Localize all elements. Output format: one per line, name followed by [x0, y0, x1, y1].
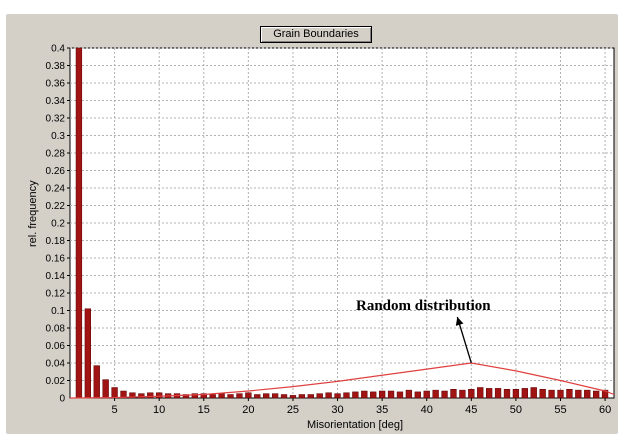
x-tick-label: 30	[331, 404, 343, 416]
bar	[387, 390, 395, 399]
bar	[280, 394, 288, 399]
bar	[209, 394, 216, 399]
random-distribution-line	[69, 362, 615, 399]
bar	[584, 389, 591, 399]
y-tick-label: 0.4	[51, 44, 65, 55]
x-tick-label: 45	[465, 404, 477, 416]
bar	[468, 389, 475, 399]
y-tick-label: 0.2	[51, 219, 65, 230]
y-tick-label: 0.02	[46, 376, 66, 387]
y-axis-label: rel. frequency	[27, 180, 39, 247]
bar	[352, 391, 359, 399]
bar	[530, 387, 537, 399]
x-tick-label: 40	[421, 404, 433, 416]
y-tick-label: 0	[59, 394, 65, 405]
x-axis-label: Misorientation [deg]	[307, 419, 403, 431]
bar	[441, 390, 448, 399]
bar	[120, 390, 127, 399]
bar	[494, 388, 502, 399]
y-tick-label: 0.16	[46, 254, 66, 265]
bar	[361, 390, 368, 399]
bar	[334, 393, 341, 399]
bar	[147, 392, 154, 399]
y-tick-label: 0.34	[46, 96, 66, 107]
bar	[129, 392, 136, 399]
x-tick-label: 50	[510, 404, 522, 416]
bar	[432, 389, 439, 399]
bar	[298, 394, 306, 399]
bar	[485, 388, 493, 399]
x-tick-label: 10	[153, 404, 165, 416]
bar	[521, 388, 528, 399]
bar	[218, 393, 225, 399]
y-tick-label: 0.22	[46, 201, 66, 212]
bar	[477, 387, 484, 399]
bar	[325, 392, 332, 399]
bar	[102, 379, 109, 399]
bar	[84, 308, 91, 399]
bar	[548, 389, 555, 399]
bar	[503, 389, 511, 399]
bar	[271, 393, 279, 399]
y-tick-label: 0.04	[46, 359, 66, 370]
bar	[450, 389, 457, 399]
bar	[236, 393, 243, 399]
x-tick-label: 35	[376, 404, 388, 416]
bar	[191, 393, 199, 399]
y-tick-label: 0.06	[46, 341, 66, 352]
x-tick-label: 60	[599, 404, 611, 416]
annotation-arrow-head	[455, 317, 464, 326]
y-tick-label: 0.36	[46, 79, 66, 90]
bar	[93, 365, 100, 399]
bar	[289, 395, 297, 399]
bar	[138, 393, 145, 399]
y-tick-label: 0.14	[46, 271, 66, 282]
chart-title: Grain Boundaries	[260, 26, 372, 43]
x-tick-label: 20	[242, 404, 254, 416]
bar	[75, 47, 83, 399]
y-tick-label: 0.18	[46, 236, 66, 247]
bar	[539, 389, 546, 399]
x-tick-label: 5	[112, 404, 118, 416]
bar	[566, 389, 573, 399]
bar	[182, 394, 190, 399]
bar	[156, 392, 163, 399]
x-tick-label: 25	[287, 404, 299, 416]
y-tick-label: 0.38	[46, 61, 66, 72]
annotation-arrow-line	[456, 316, 472, 364]
random-distribution-annotation: Random distribution	[356, 298, 491, 314]
bar	[405, 389, 413, 399]
bar	[370, 391, 377, 399]
bar	[378, 390, 386, 399]
bar	[254, 394, 261, 399]
bar	[245, 392, 252, 399]
bar	[316, 393, 323, 399]
bar	[263, 393, 270, 399]
y-tick-label: 0.3	[51, 131, 65, 142]
bar	[307, 394, 314, 399]
bar	[423, 390, 430, 399]
x-tick-label: 55	[554, 404, 566, 416]
y-tick-label: 0.32	[46, 114, 66, 125]
bar	[459, 389, 466, 399]
x-tick-label: 15	[198, 404, 210, 416]
bar	[557, 389, 564, 399]
y-tick-label: 0.1	[51, 306, 65, 317]
y-tick-label: 0.26	[46, 166, 66, 177]
bar	[512, 389, 520, 399]
bar	[111, 387, 118, 399]
bar	[396, 391, 404, 399]
y-tick-label: 0.24	[46, 184, 66, 195]
bar	[414, 391, 421, 399]
bar	[575, 389, 582, 399]
y-tick-label: 0.28	[46, 149, 66, 160]
y-tick-label: 0.08	[46, 324, 66, 335]
bar	[343, 392, 350, 399]
y-tick-label: 0.12	[46, 289, 66, 300]
bar	[227, 394, 234, 399]
bar	[593, 390, 600, 399]
